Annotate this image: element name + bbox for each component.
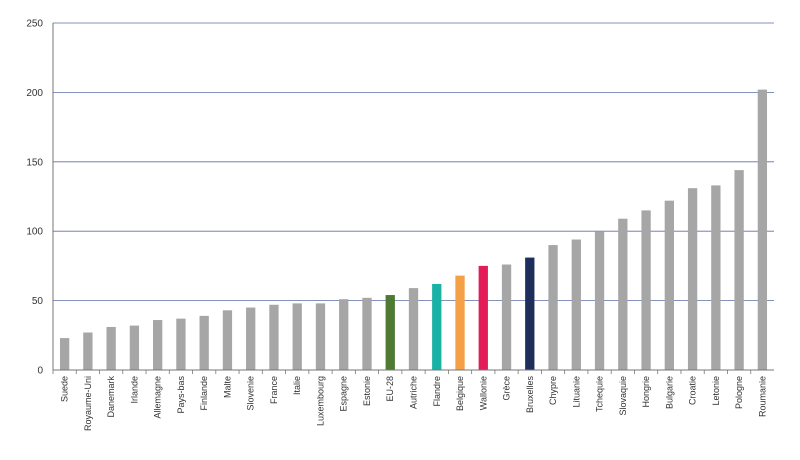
bar [664, 200, 674, 370]
bar [734, 170, 744, 370]
bar [408, 288, 419, 370]
x-tick-label: Grèce [502, 376, 512, 401]
x-tick-label: Pays-bas [176, 376, 186, 414]
x-tick-label: Espagne [339, 376, 349, 412]
bar [432, 283, 442, 370]
x-tick-label: Slovenie [246, 376, 256, 411]
gridlines [53, 22, 774, 302]
x-tick-label: Danemark [106, 376, 116, 418]
x-tick-label: Lituanie [571, 376, 581, 408]
bar [548, 245, 558, 370]
x-tick-label: Estonie [362, 376, 372, 406]
bar [687, 188, 698, 370]
bar [339, 299, 349, 370]
x-tick-label: Irlande [129, 376, 139, 404]
bar [525, 257, 535, 370]
y-tick-label: 0 [37, 366, 43, 377]
axes [52, 23, 774, 374]
x-tick-label: Finlande [199, 376, 209, 411]
bar [199, 315, 209, 370]
y-tick-label: 50 [32, 296, 44, 307]
bar [571, 239, 581, 370]
bar [292, 303, 302, 370]
bar [246, 307, 256, 370]
bar [362, 297, 372, 370]
bar [153, 320, 163, 370]
x-tick-label: Slovaquie [618, 376, 628, 416]
x-tick-label: Hongrie [641, 376, 651, 408]
x-tick-label: Luxembourg [315, 376, 325, 426]
bar [129, 325, 140, 370]
bar [501, 264, 512, 370]
bar [59, 338, 70, 370]
x-tick-label: Malte [222, 376, 232, 398]
bar [455, 275, 465, 370]
x-tick-label: Suede [60, 376, 70, 402]
x-tick-label: Roumanie [757, 376, 767, 417]
bar [385, 295, 395, 370]
bar [757, 89, 768, 371]
x-tick-label: Wallonie [478, 376, 488, 410]
y-tick-label: 100 [26, 227, 43, 238]
y-tick-label: 200 [26, 88, 43, 99]
x-tick-label: France [269, 376, 279, 404]
bar [106, 326, 116, 370]
x-tick-label: Letonie [711, 376, 721, 406]
y-tick-label: 250 [26, 19, 43, 30]
x-tick-labels: Suede Royaume-Uni Danemark Irlande Allemagne… [60, 376, 768, 432]
x-tick-label: Flandre [432, 376, 442, 407]
x-tick-label: Bulgarie [664, 376, 674, 409]
bar [594, 231, 605, 370]
x-tick-label: Belgique [455, 376, 465, 411]
bar [83, 332, 93, 370]
x-tick-label: Bruxelles [525, 376, 535, 414]
x-tick-label: Italie [292, 376, 302, 395]
bar [176, 318, 186, 370]
x-tick-label: Tchequie [595, 376, 605, 412]
x-tick-label: Autriche [409, 376, 419, 409]
bar [478, 265, 488, 370]
x-tick-label: Pologne [734, 376, 744, 409]
x-tick-label: Chypre [548, 376, 558, 405]
x-tick-label: Allemagne [153, 376, 163, 419]
x-tick-label: EU-28 [385, 376, 395, 402]
bars [59, 89, 768, 371]
bar [315, 303, 326, 370]
y-tick-label: 150 [26, 157, 43, 168]
bar [269, 304, 279, 370]
bar [711, 185, 721, 370]
bar [222, 310, 233, 370]
x-tick-label: Royaume-Uni [83, 376, 93, 431]
x-tick-label: Croatie [688, 376, 698, 405]
bar [618, 218, 628, 370]
y-tick-labels: 0 50 100 150 200 250 [26, 19, 43, 377]
bar [641, 210, 651, 370]
